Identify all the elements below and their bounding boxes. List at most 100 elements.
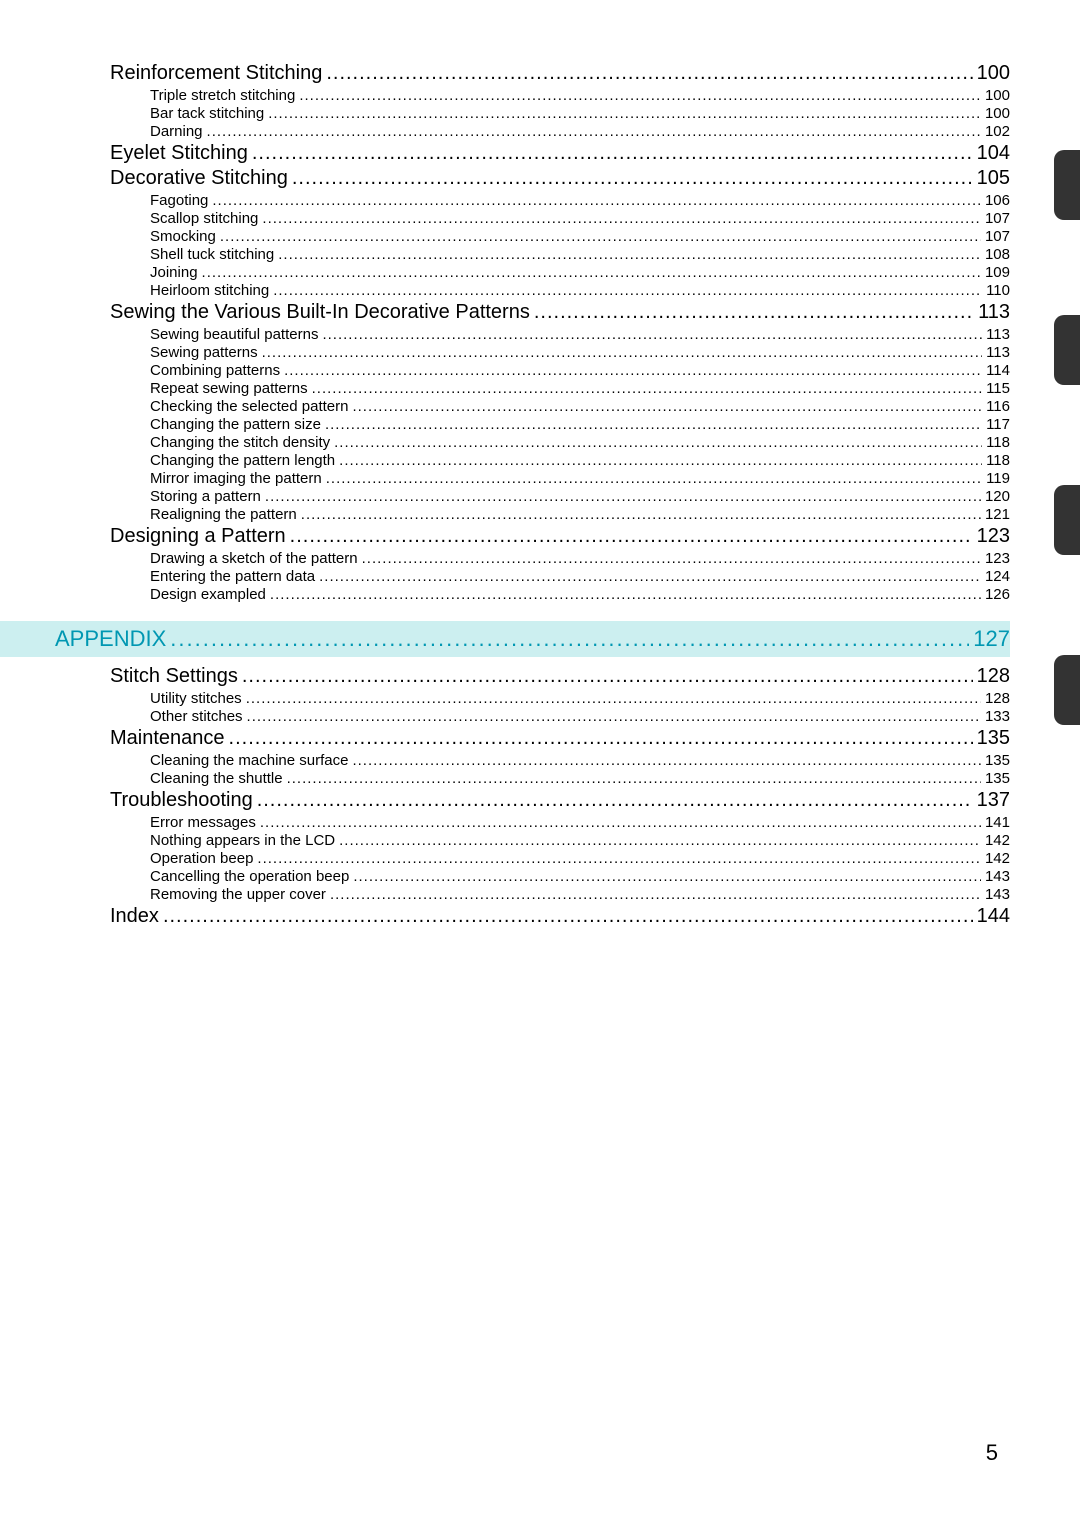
- toc-entry: Sewing beautiful patterns 113: [150, 326, 1010, 343]
- toc-entry-page: 121: [985, 506, 1010, 523]
- toc-entry-page: 142: [985, 850, 1010, 867]
- toc-entry-label: Realigning the pattern: [150, 506, 297, 523]
- toc-entry-dots: [220, 228, 981, 245]
- toc-entry-dots: [299, 87, 981, 104]
- toc-entry: Maintenance 135: [110, 727, 1010, 750]
- toc-entry-dots: [265, 488, 981, 505]
- toc-entry: Joining 109: [150, 264, 1010, 281]
- toc-entry: Darning 102: [150, 123, 1010, 140]
- toc-entry-dots: [247, 708, 981, 725]
- toc-entry-dots: [352, 752, 981, 769]
- section-dots: [170, 626, 969, 652]
- toc-entry: Entering the pattern data 124: [150, 568, 1010, 585]
- toc-entry-page: 123: [977, 525, 1010, 548]
- section-page: 127: [973, 626, 1010, 652]
- toc-entry: Cleaning the shuttle 135: [150, 770, 1010, 787]
- toc-entry-page: 133: [985, 708, 1010, 725]
- toc-entry-label: Cancelling the operation beep: [150, 868, 349, 885]
- toc-entry: Error messages 141: [150, 814, 1010, 831]
- toc-entry-label: Sewing beautiful patterns: [150, 326, 318, 343]
- toc-entry-page: 113: [978, 301, 1010, 324]
- toc-entry-label: Cleaning the shuttle: [150, 770, 283, 787]
- appendix-section-band: APPENDIX 127: [0, 621, 1010, 657]
- toc-entry: Designing a Pattern 123: [110, 525, 1010, 548]
- toc-entry-dots: [534, 301, 974, 324]
- toc-entry: Removing the upper cover 143: [150, 886, 1010, 903]
- toc-entry-page: 113: [986, 326, 1010, 343]
- toc-entry-dots: [287, 770, 981, 787]
- toc-entry-dots: [330, 886, 981, 903]
- toc-entry-page: 106: [985, 192, 1010, 209]
- toc-entry-label: Fagoting: [150, 192, 208, 209]
- toc-entry: Decorative Stitching 105: [110, 167, 1010, 190]
- toc-entry-dots: [334, 434, 982, 451]
- toc-entry-page: 107: [985, 210, 1010, 227]
- toc-entry-page: 135: [977, 727, 1010, 750]
- toc-entry-page: 128: [977, 665, 1010, 688]
- toc-entry-label: Stitch Settings: [110, 665, 238, 688]
- toc-entry-page: 142: [985, 832, 1010, 849]
- toc-entry-dots: [229, 727, 973, 750]
- toc-entry-label: Design exampled: [150, 586, 266, 603]
- toc-entry-dots: [292, 167, 973, 190]
- toc-entry-page: 128: [985, 690, 1010, 707]
- toc-entry-label: Cleaning the machine surface: [150, 752, 348, 769]
- toc-entry: Scallop stitching 107: [150, 210, 1010, 227]
- toc-entry-label: Changing the stitch density: [150, 434, 330, 451]
- toc-entry-label: Bar tack stitching: [150, 105, 264, 122]
- appendix-section-line: APPENDIX 127: [55, 626, 1010, 652]
- toc-entry: Index 144: [110, 905, 1010, 928]
- toc-entry: Changing the pattern length 118: [150, 452, 1010, 469]
- toc-entry: Drawing a sketch of the pattern 123: [150, 550, 1010, 567]
- toc-entry-page: 117: [986, 416, 1010, 433]
- toc-entry-label: Troubleshooting: [110, 789, 253, 812]
- toc-entry-label: Operation beep: [150, 850, 253, 867]
- toc-entry-page: 119: [986, 470, 1010, 487]
- toc-entry-page: 100: [985, 87, 1010, 104]
- toc-entry-page: 100: [985, 105, 1010, 122]
- toc-entry-dots: [326, 470, 982, 487]
- toc-entry-dots: [353, 868, 981, 885]
- toc-entry-label: Nothing appears in the LCD: [150, 832, 335, 849]
- thumb-tab: [1054, 485, 1080, 555]
- toc-entry-label: Changing the pattern size: [150, 416, 321, 433]
- toc-entry-dots: [202, 264, 981, 281]
- toc-entry-label: Scallop stitching: [150, 210, 258, 227]
- toc-entry: Shell tuck stitching 108: [150, 246, 1010, 263]
- toc-entry: Smocking 107: [150, 228, 1010, 245]
- toc-entry-dots: [260, 814, 981, 831]
- toc-entry-dots: [284, 362, 982, 379]
- toc-entry-dots: [207, 123, 981, 140]
- toc-entry: Other stitches 133: [150, 708, 1010, 725]
- toc-entry-dots: [362, 550, 981, 567]
- toc-entry-label: Smocking: [150, 228, 216, 245]
- toc-entry: Storing a pattern 120: [150, 488, 1010, 505]
- toc-entry-page: 100: [977, 62, 1010, 85]
- toc-entry: Operation beep 142: [150, 850, 1010, 867]
- toc-entry-page: 107: [985, 228, 1010, 245]
- page-number: 5: [986, 1440, 998, 1466]
- toc-entry: Combining patterns 114: [150, 362, 1010, 379]
- toc-entry-dots: [326, 62, 972, 85]
- toc-entry: Eyelet Stitching 104: [110, 142, 1010, 165]
- toc-entry-dots: [301, 506, 981, 523]
- toc-entry-page: 104: [977, 142, 1010, 165]
- toc-entry: Cleaning the machine surface 135: [150, 752, 1010, 769]
- toc-entry-dots: [262, 210, 981, 227]
- toc-entry-page: 137: [977, 789, 1010, 812]
- toc-entry: Design exampled 126: [150, 586, 1010, 603]
- toc-entry: Checking the selected pattern 116: [150, 398, 1010, 415]
- toc-entry: Repeat sewing patterns 115: [150, 380, 1010, 397]
- toc-entry-dots: [212, 192, 981, 209]
- toc-entry-page: 143: [985, 886, 1010, 903]
- thumb-tab: [1054, 150, 1080, 220]
- toc-entry-dots: [268, 105, 981, 122]
- toc-entry-dots: [352, 398, 982, 415]
- toc-entry-label: Drawing a sketch of the pattern: [150, 550, 358, 567]
- toc-entry-label: Error messages: [150, 814, 256, 831]
- toc-entry-label: Maintenance: [110, 727, 225, 750]
- toc-entry-dots: [322, 326, 982, 343]
- toc-entry-page: 123: [985, 550, 1010, 567]
- toc-entry-dots: [339, 832, 981, 849]
- toc-entry: Fagoting 106: [150, 192, 1010, 209]
